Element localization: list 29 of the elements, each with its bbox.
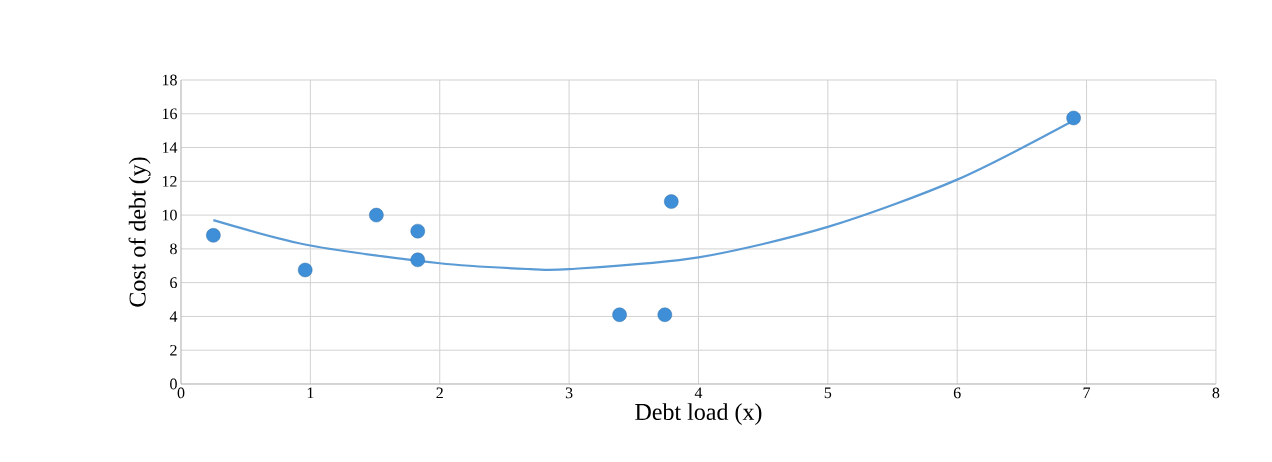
x-axis-title: Debt load (x) <box>635 403 762 425</box>
point <box>206 228 221 243</box>
y-tick-label: 16 <box>162 108 178 120</box>
y-tick-label: 6 <box>170 277 178 289</box>
x-tick-label: 8 <box>1212 387 1220 399</box>
y-tick-label: 8 <box>170 243 177 255</box>
y-tick-label: 2 <box>170 344 177 356</box>
point <box>657 307 673 322</box>
x-tick-label: 7 <box>1083 387 1091 398</box>
point <box>410 252 425 268</box>
y-axis-title: Cost of debt (y) <box>128 157 151 307</box>
x-tick-label: 3 <box>565 387 573 399</box>
point <box>612 307 627 322</box>
y-tick-label: 14 <box>162 142 178 153</box>
point <box>369 207 384 223</box>
y-tick-label: 0 <box>170 378 177 390</box>
x-tick-label: 6 <box>953 387 961 399</box>
x-tick-label: 1 <box>307 387 314 399</box>
y-tick-label: 18 <box>162 74 177 86</box>
x-tick-label: 5 <box>824 387 832 399</box>
point <box>664 194 679 209</box>
y-tick-label: 4 <box>169 311 178 322</box>
point <box>298 262 313 278</box>
y-tick-label: 12 <box>162 176 177 187</box>
point <box>410 223 425 239</box>
point <box>1066 110 1081 126</box>
y-tick-label: 10 <box>162 209 177 221</box>
x-tick-label: 2 <box>436 387 443 399</box>
x-tick-label: 4 <box>694 387 703 399</box>
